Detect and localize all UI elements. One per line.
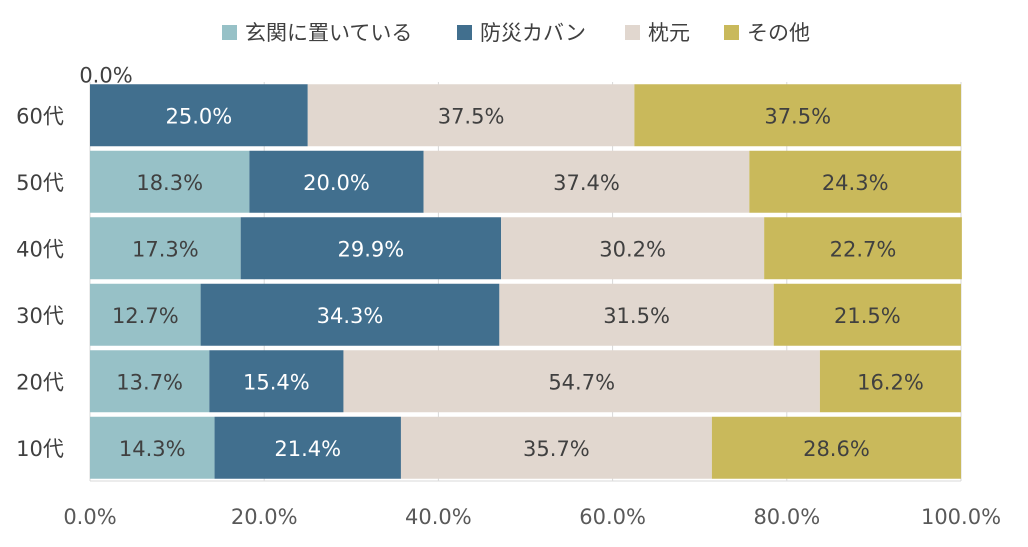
data-label-30代-1: 34.3% (317, 304, 384, 328)
bar-segment-30代-1 (200, 283, 500, 346)
legend-swatch-genkan (222, 24, 237, 40)
y-tick-label-40代: 40代 (16, 237, 64, 261)
data-label-20代-3: 16.2% (857, 370, 924, 394)
bar-segment-60代-3 (634, 84, 961, 147)
bar-segment-40代-0 (90, 217, 241, 280)
bar-segment-40代-3 (764, 217, 962, 280)
data-label-30代-3: 21.5% (834, 304, 901, 328)
legend-label-sonota: その他 (747, 21, 810, 45)
bar-segment-20代-2 (343, 350, 820, 413)
legend-swatch-makuramoto (625, 24, 640, 40)
data-label-60代-2: 37.5% (438, 104, 505, 128)
bar-segment-10代-2 (400, 416, 712, 479)
y-tick-label-50代: 50代 (16, 171, 64, 195)
legend-item-makuramoto: 枕元 (625, 17, 690, 47)
data-label-10代-0: 14.3% (119, 437, 186, 461)
legend: 玄関に置いている 防災カバン 枕元 その他 (0, 17, 1028, 47)
x-tick-label-2: 40.0% (405, 505, 472, 529)
legend-item-sonota: その他 (724, 17, 810, 47)
x-tick-label-1: 20.0% (231, 505, 298, 529)
legend-swatch-sonota (724, 24, 739, 40)
data-label-40代-1: 29.9% (338, 237, 405, 261)
data-label-10代-1: 21.4% (274, 437, 341, 461)
data-label-50代-3: 24.3% (822, 171, 889, 195)
bar-segment-30代-3 (773, 283, 961, 346)
data-label-40代-3: 22.7% (830, 237, 897, 261)
bar-segment-50代-1 (249, 150, 424, 213)
bar-segment-20代-3 (819, 350, 961, 413)
y-tick-label-60代: 60代 (16, 104, 64, 128)
legend-swatch-bousai-kaban (457, 24, 472, 40)
bar-segment-30代-2 (499, 283, 774, 346)
y-tick-label-20代: 20代 (16, 370, 64, 394)
bar-segment-50代-2 (423, 150, 750, 213)
bar-segment-20代-1 (209, 350, 344, 413)
data-label-40代-0: 17.3% (132, 237, 199, 261)
bar-segment-10代-3 (711, 416, 961, 479)
data-label-20代-1: 15.4% (243, 370, 310, 394)
y-tick-label-10代: 10代 (16, 437, 64, 461)
y-tick-label-30代: 30代 (16, 304, 64, 328)
data-label-10代-3: 28.6% (803, 437, 870, 461)
bar-segment-60代-1 (90, 84, 308, 147)
data-label-20代-0: 13.7% (116, 370, 183, 394)
bar-segment-40代-1 (240, 217, 502, 280)
bar-segment-20代-0 (90, 350, 210, 413)
legend-label-bousai-kaban: 防災カバン (480, 21, 587, 45)
data-label-60代-1: 25.0% (166, 104, 233, 128)
bar-segment-10代-0 (90, 416, 215, 479)
data-label-40代-2: 30.2% (599, 237, 666, 261)
bar-segment-40代-2 (501, 217, 765, 280)
data-label-20代-2: 54.7% (548, 370, 615, 394)
legend-label-makuramoto: 枕元 (648, 21, 690, 45)
bar-segment-50代-0 (90, 150, 250, 213)
x-tick-label-4: 80.0% (753, 505, 820, 529)
data-label-50代-0: 18.3% (136, 171, 203, 195)
bar-segment-60代-2 (307, 84, 635, 147)
bar-segment-30代-0 (90, 283, 201, 346)
x-tick-label-0: 0.0% (63, 505, 116, 529)
x-tick-label-3: 60.0% (579, 505, 646, 529)
legend-item-genkan: 玄関に置いている (222, 17, 412, 47)
legend-label-genkan: 玄関に置いている (245, 21, 413, 45)
bar-segment-10代-1 (214, 416, 401, 479)
bar-segment-50代-3 (749, 150, 961, 213)
data-label-50代-2: 37.4% (553, 171, 620, 195)
data-label-10代-2: 35.7% (523, 437, 590, 461)
data-label-50代-1: 20.0% (303, 171, 370, 195)
x-tick-label-5: 100.0% (921, 505, 1001, 529)
data-label-30代-2: 31.5% (603, 304, 670, 328)
data-label-30代-0: 12.7% (112, 304, 179, 328)
legend-item-bousai-kaban: 防災カバン (457, 17, 586, 47)
data-label-60代-0: 0.0% (79, 63, 132, 87)
data-label-60代-3: 37.5% (764, 104, 831, 128)
